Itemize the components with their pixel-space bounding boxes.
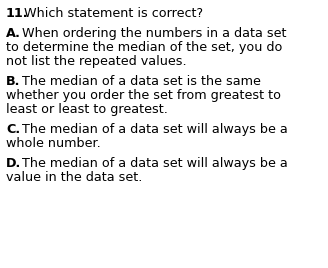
Text: The median of a data set will always be a: The median of a data set will always be … — [22, 157, 288, 170]
Text: not list the repeated values.: not list the repeated values. — [6, 55, 187, 68]
Text: C.: C. — [6, 123, 20, 136]
Text: value in the data set.: value in the data set. — [6, 171, 142, 184]
Text: whether you order the set from greatest to: whether you order the set from greatest … — [6, 89, 281, 102]
Text: least or least to greatest.: least or least to greatest. — [6, 103, 168, 116]
Text: When ordering the numbers in a data set: When ordering the numbers in a data set — [22, 27, 286, 40]
Text: whole number.: whole number. — [6, 137, 101, 150]
Text: D.: D. — [6, 157, 21, 170]
Text: The median of a data set is the same: The median of a data set is the same — [22, 75, 261, 88]
Text: B.: B. — [6, 75, 20, 88]
Text: Which statement is correct?: Which statement is correct? — [24, 7, 203, 20]
Text: The median of a data set will always be a: The median of a data set will always be … — [22, 123, 288, 136]
Text: to determine the median of the set, you do: to determine the median of the set, you … — [6, 41, 282, 54]
Text: 11.: 11. — [6, 7, 29, 20]
Text: A.: A. — [6, 27, 21, 40]
